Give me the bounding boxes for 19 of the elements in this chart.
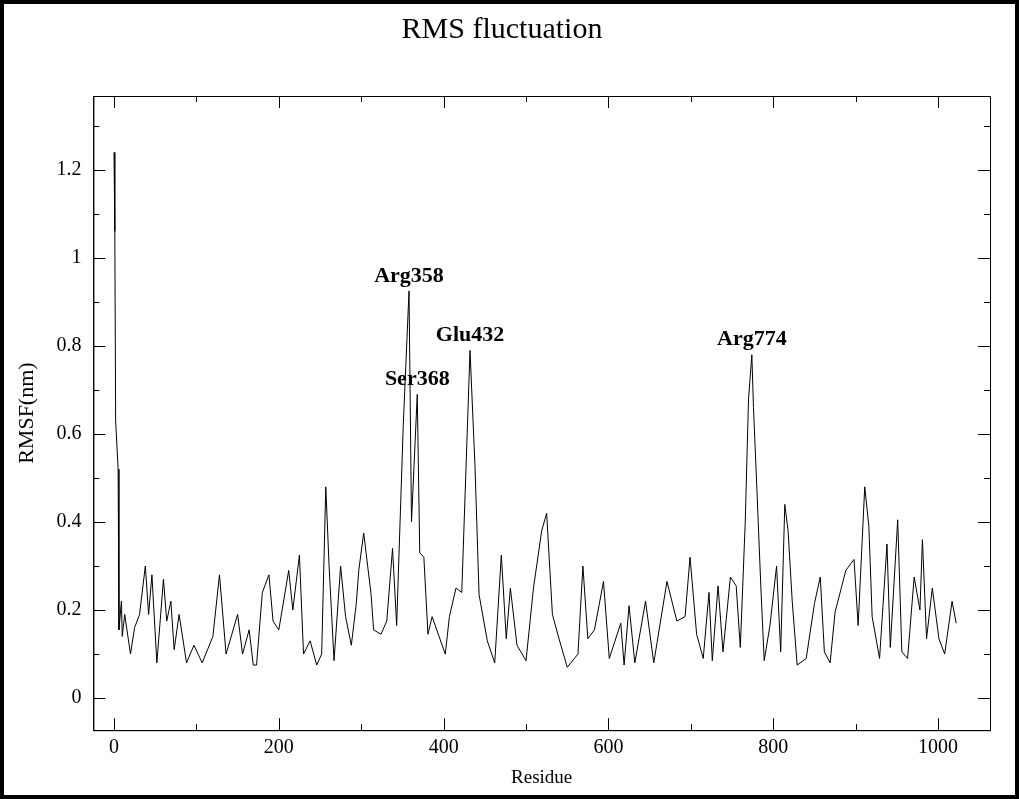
x-tick-label: 1000 [918,735,959,758]
y-tick-label: 0.2 [56,597,82,620]
y-tick-label: 0.8 [56,333,82,356]
y-tick-label: 1.2 [56,157,82,180]
annotation: Arg358 [374,261,444,287]
chart-title: RMS fluctuation [401,10,603,44]
x-tick-label: 600 [593,735,624,758]
y-tick-label: 0.6 [56,421,82,444]
x-tick-label: 0 [109,735,119,758]
y-tick-label: 0.4 [56,509,82,532]
x-axis-title: Residue [511,765,573,787]
x-tick-label: 400 [428,735,459,758]
annotation: Glu432 [435,321,505,347]
x-tick-label: 800 [758,735,789,758]
y-tick-label: 0 [71,685,82,708]
y-axis-title: RMSF(nm) [12,362,38,464]
annotation: Arg774 [717,325,787,351]
x-tick-label: 200 [263,735,294,758]
y-tick-label: 1 [71,245,82,268]
